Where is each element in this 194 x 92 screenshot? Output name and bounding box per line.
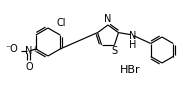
Text: N: N (104, 14, 112, 23)
Text: ⁻O: ⁻O (5, 44, 18, 54)
Text: +: + (31, 45, 38, 54)
Text: N: N (129, 31, 136, 41)
Text: H: H (129, 40, 136, 50)
Text: HBr: HBr (120, 65, 141, 75)
Text: S: S (111, 46, 118, 56)
Text: Cl: Cl (56, 18, 66, 28)
Text: O: O (25, 61, 33, 71)
Text: N: N (25, 46, 33, 56)
